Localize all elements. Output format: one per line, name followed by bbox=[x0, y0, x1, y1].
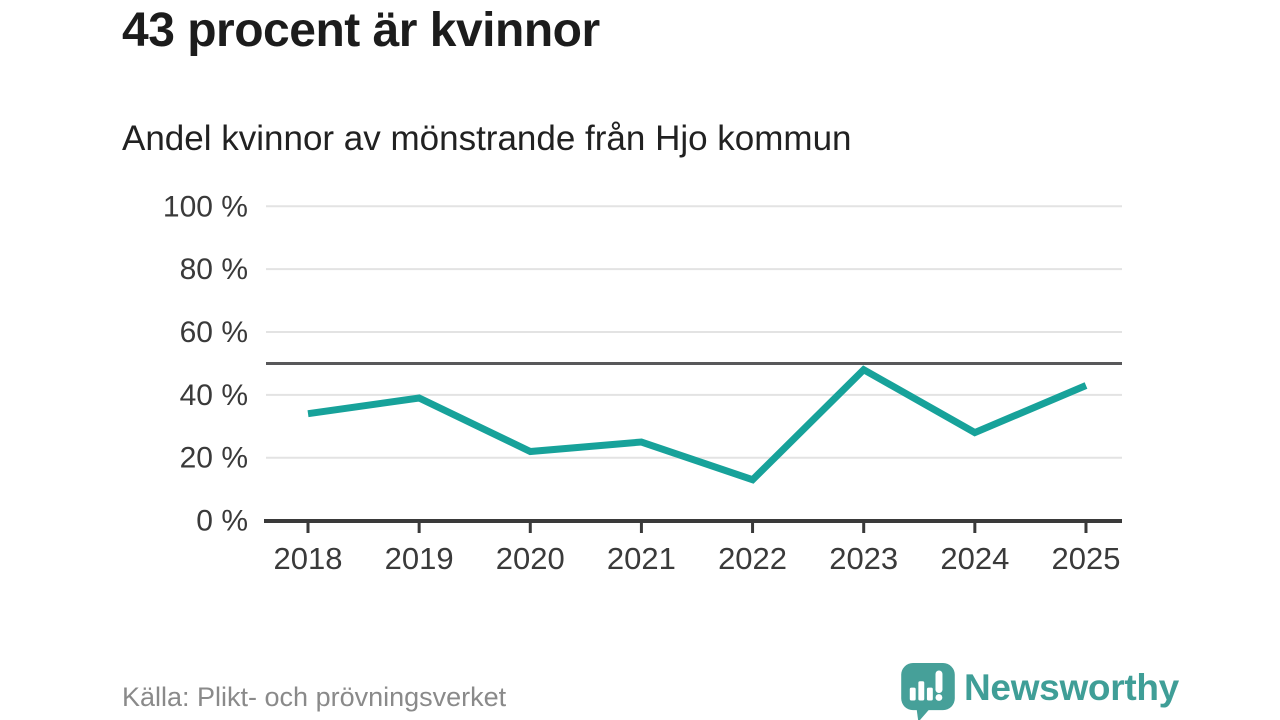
source-note: Källa: Plikt- och prövningsverket bbox=[122, 682, 507, 712]
y-axis-label-0: 0 % bbox=[196, 505, 248, 538]
y-axis-label-60: 60 % bbox=[180, 316, 248, 349]
x-axis-label-2025: 2025 bbox=[1051, 541, 1120, 576]
y-axis-label-40: 40 % bbox=[180, 379, 248, 412]
x-axis-label-2020: 2020 bbox=[496, 541, 565, 576]
x-axis-label-2019: 2019 bbox=[385, 541, 454, 576]
newsworthy-logo-icon bbox=[901, 663, 955, 720]
data-line-group bbox=[307, 365, 1088, 484]
x-axis-label-2022: 2022 bbox=[718, 541, 787, 576]
x-axis-label-2024: 2024 bbox=[940, 541, 1009, 576]
bar-chart-glyph bbox=[909, 670, 943, 701]
x-axis-group: 2018 2019 2020 2021 2022 2023 2024 2025 bbox=[264, 519, 1122, 576]
headline: 43 procent är kvinnor bbox=[122, 4, 600, 57]
chart-title: Andel kvinnor av mönstrande från Hjo kom… bbox=[122, 119, 852, 158]
brand-wordmark: Newsworthy bbox=[964, 667, 1179, 708]
x-axis-label-2021: 2021 bbox=[607, 541, 676, 576]
brand-lockup: Newsworthy bbox=[901, 663, 1179, 720]
y-axis-label-20: 20 % bbox=[180, 442, 248, 475]
x-axis-label-2023: 2023 bbox=[829, 541, 898, 576]
y-axis-label-80: 80 % bbox=[180, 253, 248, 286]
y-axis-label-100: 100 % bbox=[163, 190, 248, 223]
x-axis-label-2018: 2018 bbox=[274, 541, 343, 576]
gridlines-group bbox=[266, 205, 1122, 459]
data-line bbox=[307, 365, 1088, 484]
y-axis-labels-group: 0 % 20 % 40 % 60 % 80 % 100 % bbox=[163, 190, 248, 537]
